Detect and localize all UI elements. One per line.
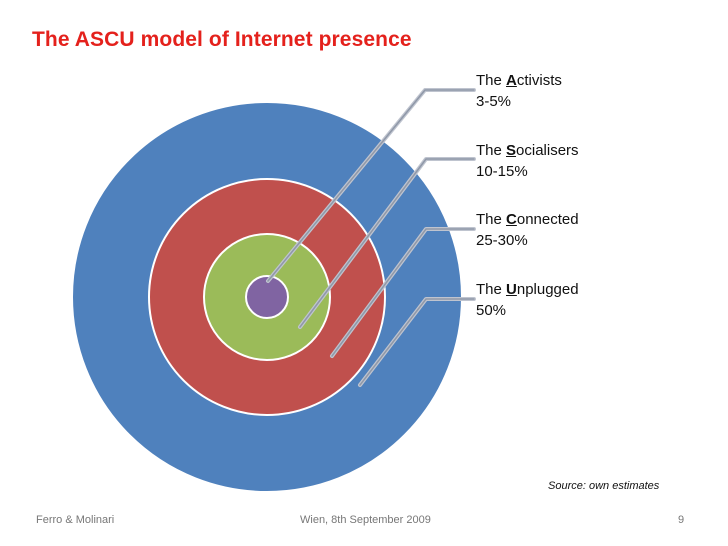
footer-authors: Ferro & Molinari xyxy=(36,514,115,526)
range-activists: 3-5% xyxy=(476,93,512,110)
leader-line-connected-inner xyxy=(331,228,475,357)
slide-title: The ASCU model of Internet presence xyxy=(32,28,412,51)
source-note: Source: own estimates xyxy=(548,480,660,492)
leader-line-activists-inner xyxy=(267,89,475,282)
page-number: 9 xyxy=(678,514,685,526)
range-unplugged: 50% xyxy=(476,302,507,319)
label-activists: The Activists 3-5% xyxy=(476,72,562,110)
range-socialisers: 10-15% xyxy=(476,163,528,180)
leader-line-unplugged-inner xyxy=(359,298,475,386)
label-unplugged: The Unplugged 50% xyxy=(476,281,579,319)
range-connected: 25-30% xyxy=(476,232,528,249)
footer-date: Wien, 8th September 2009 xyxy=(300,514,431,526)
circle-activists xyxy=(245,275,289,319)
label-connected: The Connected 25-30% xyxy=(476,211,579,249)
label-socialisers: The Socialisers 10-15% xyxy=(476,142,579,180)
leader-line-socialisers-inner xyxy=(299,158,475,328)
